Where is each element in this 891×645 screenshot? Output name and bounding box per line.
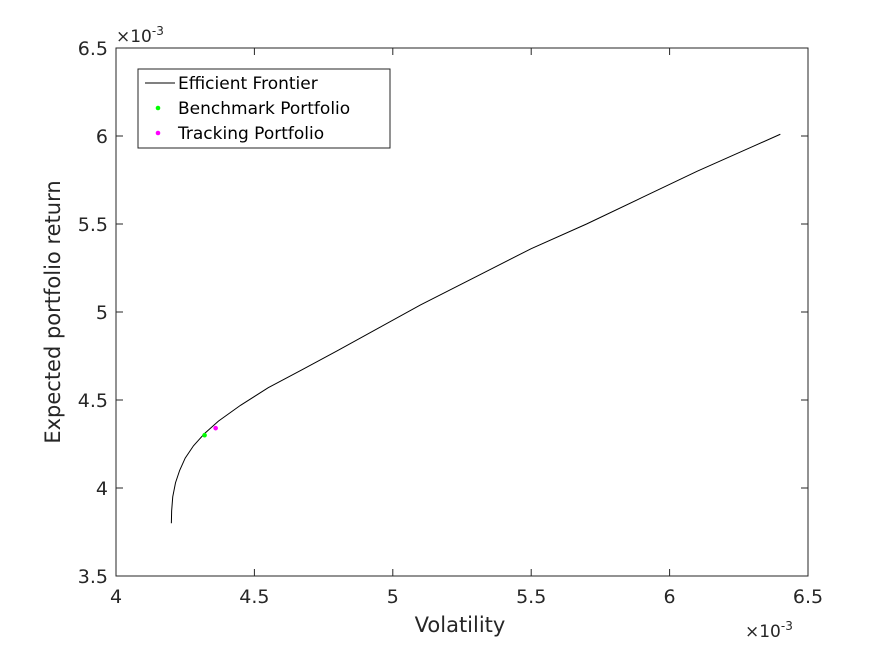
y-exponent-label: ×10-3: [116, 24, 164, 47]
legend-label-tracking: Tracking Portfolio: [177, 124, 324, 144]
y-tick-label: 4: [96, 478, 108, 500]
legend-label-benchmark: Benchmark Portfolio: [178, 99, 350, 119]
x-exponent-label: ×10-3: [745, 619, 793, 642]
x-tick-label: 6.5: [793, 586, 823, 608]
y-tick-label: 5: [96, 302, 108, 324]
data-point-benchmark-portfolio: [202, 432, 207, 438]
x-exponent-base: ×10: [745, 622, 781, 642]
y-tick-label: 6.5: [78, 38, 108, 60]
y-tick-label: 6: [96, 126, 108, 148]
y-tick-label: 4.5: [78, 390, 108, 412]
legend-label-efficient-frontier: Efficient Frontier: [178, 74, 318, 94]
y-axis-label: Expected portfolio return: [41, 180, 65, 443]
axes-box: [115, 47, 809, 577]
data-point-tracking-portfolio: [213, 425, 218, 431]
series-line-efficient-frontier: [170, 133, 781, 524]
x-exponent-power: -3: [781, 619, 793, 633]
y-tick-label: 3.5: [78, 566, 108, 588]
x-tick-label: 6: [664, 586, 676, 608]
y-exponent-base: ×10: [116, 27, 152, 47]
x-tick-label: 4.5: [239, 586, 269, 608]
x-tick-label: 4: [110, 586, 122, 608]
legend-swatch-benchmark: [155, 105, 161, 111]
x-tick-label: 5: [387, 586, 399, 608]
series-layer: [170, 133, 781, 524]
y-tick-label: 5.5: [78, 214, 108, 236]
legend-box: [137, 68, 391, 149]
x-tick-label: 5.5: [516, 586, 546, 608]
ticks-layer: 4 4.5 5 5.5 6 6.53.544.555.566.5: [78, 38, 823, 608]
legend-swatch-tracking: [155, 130, 161, 136]
y-exponent-power: -3: [152, 24, 164, 38]
x-axis-label: Volatility: [415, 613, 506, 637]
legend: Efficient Frontier Benchmark Portfolio T…: [137, 68, 391, 149]
